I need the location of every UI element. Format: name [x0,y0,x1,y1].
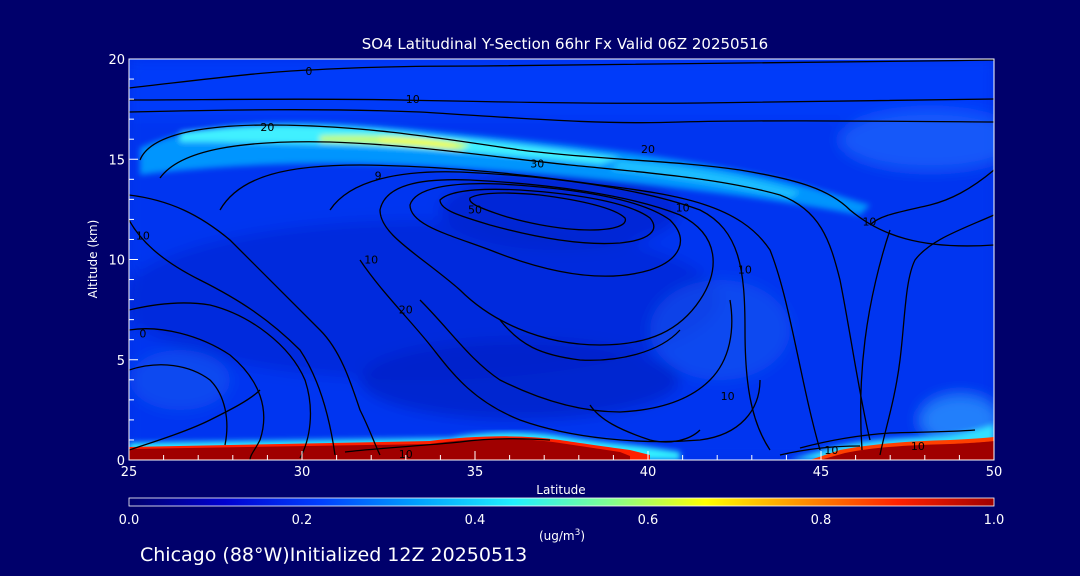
footer-initialized-text: Chicago (88°W)Initialized 12Z 20250513 [140,544,527,566]
y-tick-label: 15 [108,153,125,168]
contour-label: 10 [824,444,838,457]
contour-label: 10 [862,215,876,228]
y-tick-label: 5 [117,354,125,369]
colorbar-tick-label: 0.4 [465,513,486,528]
plot-area: 0 10 20 20 30 9 50 10 10 10 10 10 20 0 10 10 10 10 [129,59,994,461]
contour-label: 10 [364,254,378,267]
x-tick-label: 30 [294,465,311,480]
contour-label: 20 [399,304,413,317]
colorbar-tick-label: 0.2 [292,513,313,528]
concentration-field [129,59,994,460]
contour-label: 10 [911,440,925,453]
x-tick-label: 35 [467,465,484,480]
colorbar-gradient [128,497,995,507]
y-tick-label: 20 [108,53,125,68]
contour-label: 10 [676,201,690,214]
colorbar-unit-main: (ug/m [539,529,575,543]
upper-sulfate-layer [140,123,870,215]
x-tick-label: 45 [813,465,830,480]
colorbar-unit-end: ) [580,529,585,543]
x-tick-label: 40 [640,465,657,480]
x-tick-label: 50 [986,465,1003,480]
y-axis-label: Altitude (km) [86,220,100,299]
colorbar-tick-label: 0.6 [638,513,659,528]
contour-label: 10 [399,448,413,461]
colorbar-tick-label: 0.0 [119,513,140,528]
chart-title: SO4 Latitudinal Y-Section 66hr Fx Valid … [362,35,768,53]
y-tick-label: 0 [117,454,125,469]
x-axis-label: Latitude [536,483,585,497]
contour-label: 20 [641,143,655,156]
contour-label: 30 [530,157,544,170]
x-tick-label: 25 [121,465,138,480]
contour-label: 10 [136,229,150,242]
colorbar-ticks: 0.0 0.2 0.4 0.6 0.8 1.0 [119,513,1005,528]
y-axis: 0 5 10 15 20 [108,53,138,469]
contour-lines [129,59,994,460]
contour-label: 9 [375,169,382,182]
colorbar: 0.0 0.2 0.4 0.6 0.8 1.0 (ug/m3) [119,497,1005,543]
y-tick-label: 10 [108,254,125,269]
x-axis: 25 30 35 40 45 50 [121,451,1003,480]
contour-label: 10 [738,264,752,277]
contour-label: 20 [260,121,274,134]
contour-label: 50 [468,203,482,216]
contour-label: 0 [139,328,146,341]
contour-label: 0 [305,65,312,78]
contour-label: 10 [721,390,735,403]
colorbar-unit-label: (ug/m3) [539,528,585,543]
contour-labels: 0 10 20 20 30 9 50 10 10 10 10 10 20 0 10 10 10 10 [136,65,925,461]
colorbar-tick-label: 0.8 [811,513,832,528]
colorbar-unit-superscript: 3 [575,528,581,538]
colorbar-tick-label: 1.0 [984,513,1005,528]
contour-label: 10 [406,93,420,106]
